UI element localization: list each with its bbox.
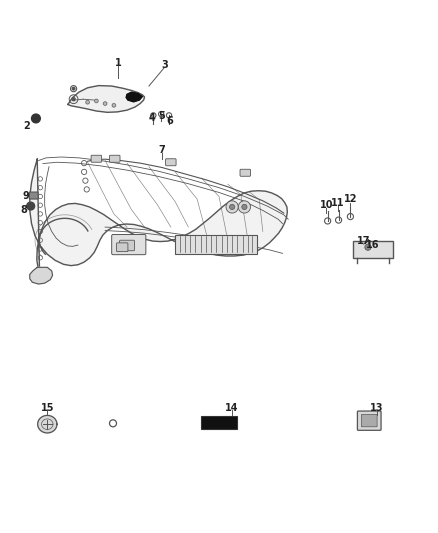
Text: 9: 9 bbox=[22, 191, 29, 201]
Circle shape bbox=[86, 101, 89, 104]
Text: 8: 8 bbox=[21, 205, 28, 215]
FancyBboxPatch shape bbox=[175, 235, 257, 254]
FancyBboxPatch shape bbox=[240, 169, 251, 176]
FancyBboxPatch shape bbox=[357, 411, 381, 430]
Text: 17: 17 bbox=[357, 236, 370, 246]
Text: 10: 10 bbox=[320, 200, 333, 210]
Circle shape bbox=[242, 204, 247, 209]
Circle shape bbox=[226, 201, 238, 213]
Polygon shape bbox=[30, 159, 287, 276]
FancyBboxPatch shape bbox=[353, 241, 393, 258]
Text: 7: 7 bbox=[159, 146, 166, 156]
Circle shape bbox=[112, 103, 116, 107]
Polygon shape bbox=[126, 92, 142, 102]
Circle shape bbox=[365, 244, 371, 251]
Polygon shape bbox=[68, 86, 145, 112]
Circle shape bbox=[72, 98, 75, 101]
Polygon shape bbox=[30, 268, 53, 284]
Text: 15: 15 bbox=[41, 402, 54, 413]
Polygon shape bbox=[38, 415, 57, 433]
FancyBboxPatch shape bbox=[117, 243, 128, 252]
Text: 16: 16 bbox=[366, 240, 379, 251]
Text: 6: 6 bbox=[166, 116, 173, 126]
FancyBboxPatch shape bbox=[110, 155, 120, 162]
Text: 2: 2 bbox=[23, 122, 30, 131]
Text: 4: 4 bbox=[149, 114, 156, 124]
FancyBboxPatch shape bbox=[29, 192, 38, 199]
FancyBboxPatch shape bbox=[120, 240, 134, 251]
Circle shape bbox=[230, 204, 235, 209]
Text: 3: 3 bbox=[161, 60, 168, 70]
FancyBboxPatch shape bbox=[361, 415, 377, 427]
Text: 14: 14 bbox=[226, 402, 239, 413]
Circle shape bbox=[238, 201, 251, 213]
FancyBboxPatch shape bbox=[112, 235, 146, 255]
Text: 13: 13 bbox=[370, 402, 383, 413]
Text: 1: 1 bbox=[115, 58, 122, 68]
Circle shape bbox=[72, 87, 75, 90]
FancyBboxPatch shape bbox=[166, 159, 176, 166]
FancyBboxPatch shape bbox=[91, 155, 102, 162]
Circle shape bbox=[32, 114, 40, 123]
Circle shape bbox=[103, 102, 107, 106]
Circle shape bbox=[27, 202, 35, 210]
Circle shape bbox=[95, 99, 98, 103]
Text: 11: 11 bbox=[332, 198, 345, 208]
Text: 5: 5 bbox=[158, 111, 165, 122]
FancyBboxPatch shape bbox=[201, 416, 237, 429]
Text: 12: 12 bbox=[344, 195, 357, 205]
